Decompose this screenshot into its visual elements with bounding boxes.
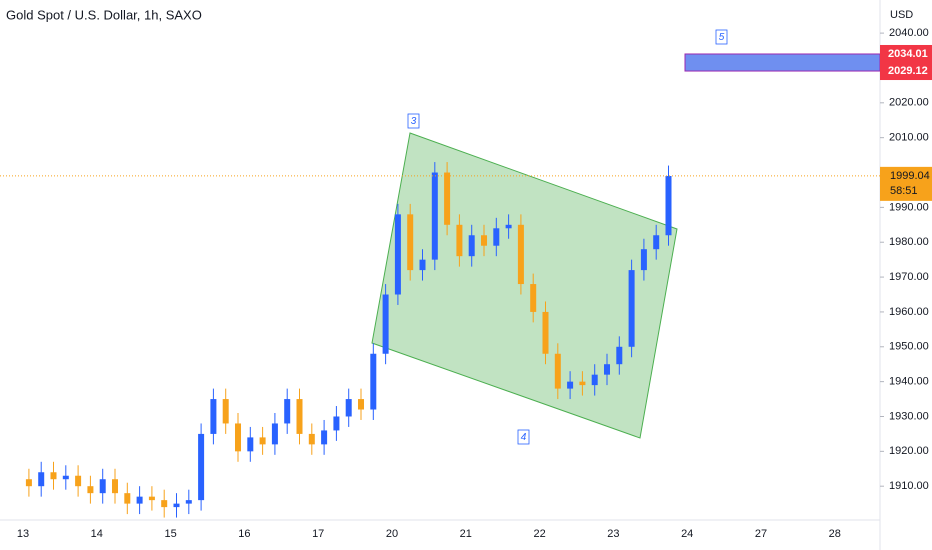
candle-body	[370, 353, 377, 410]
annotation-label: 4	[521, 432, 527, 443]
y-tick-label: 1940.00	[889, 376, 929, 388]
last-price-badge	[880, 166, 932, 201]
candle-body	[38, 472, 45, 487]
candle-body	[99, 479, 106, 494]
candle-body	[284, 399, 291, 424]
candle-body	[358, 399, 365, 410]
x-tick-label: 14	[91, 528, 103, 540]
candle-body	[198, 433, 205, 501]
candle-body	[505, 224, 512, 229]
annotation: 4	[517, 429, 530, 445]
y-tick-label: 1950.00	[889, 341, 929, 353]
candle-body	[124, 493, 131, 504]
x-tick-label: 13	[17, 528, 29, 540]
candle-body	[444, 172, 451, 225]
candle-body	[456, 224, 463, 257]
last-price-label: 1999.04	[890, 170, 930, 182]
candle-body	[616, 346, 623, 365]
candle-body	[296, 399, 303, 434]
candle-body	[640, 249, 647, 271]
candle-body	[567, 381, 574, 389]
countdown-label: 58:51	[890, 185, 918, 197]
candle-body	[333, 416, 340, 431]
annotation: 3	[407, 113, 420, 129]
x-tick-label: 22	[533, 528, 545, 540]
candle-body	[653, 235, 660, 250]
candle-body	[394, 214, 401, 295]
candle-body	[87, 486, 94, 494]
candle-body	[308, 433, 315, 445]
candle-body	[591, 374, 598, 386]
candle-body	[481, 235, 488, 246]
candle-body	[345, 399, 352, 417]
x-tick-label: 24	[681, 528, 693, 540]
candle-body	[542, 311, 549, 354]
zone	[684, 53, 881, 72]
y-tick-label: 1910.00	[889, 480, 929, 492]
y-tick-label: 1920.00	[889, 445, 929, 457]
y-tick-label: 1930.00	[889, 410, 929, 422]
y-tick-label: 1990.00	[889, 201, 929, 213]
y-tick-label: 1960.00	[889, 306, 929, 318]
x-tick-label: 20	[386, 528, 398, 540]
y-tick-label: 1980.00	[889, 236, 929, 248]
candle-body	[517, 224, 524, 285]
zone-bottom-label: 2029.12	[888, 65, 928, 77]
y-tick-label: 2040.00	[889, 27, 929, 39]
candle-body	[235, 423, 242, 452]
annotation: 5	[715, 29, 728, 45]
x-tick-label: 28	[829, 528, 841, 540]
candle-body	[173, 503, 180, 508]
candle-body	[75, 475, 82, 487]
candle-body	[628, 270, 635, 347]
candle-body	[112, 479, 119, 494]
candle-body	[431, 172, 438, 260]
zone-top-badge	[880, 44, 932, 63]
candle-body	[247, 437, 254, 452]
candle-body	[579, 381, 586, 386]
chart-title: Gold Spot / U.S. Dollar, 1h, SAXO	[6, 7, 202, 22]
candle-body	[554, 353, 561, 389]
candle-body	[185, 500, 192, 504]
x-tick-label: 21	[460, 528, 472, 540]
candle-body	[419, 259, 426, 271]
candle-body	[382, 294, 389, 354]
candle-body	[148, 496, 155, 501]
x-tick-label: 23	[607, 528, 619, 540]
candle-body	[161, 500, 168, 508]
zone-bottom-badge	[880, 62, 932, 81]
candle-body	[604, 364, 611, 375]
annotation-label: 5	[719, 32, 725, 43]
candle-body	[468, 235, 475, 257]
y-axis-label: USD	[890, 9, 913, 21]
candle-body	[62, 475, 69, 480]
candle-body	[665, 176, 672, 236]
candle-body	[493, 228, 500, 246]
candle-body	[210, 399, 217, 434]
y-tick-label: 2020.00	[889, 97, 929, 109]
candle-body	[530, 284, 537, 312]
x-tick-label: 17	[312, 528, 324, 540]
x-tick-label: 27	[755, 528, 767, 540]
candle-body	[321, 430, 328, 445]
candle-body	[271, 423, 278, 445]
candle-body	[407, 214, 414, 271]
candle-body	[259, 437, 266, 445]
zone-top-label: 2034.01	[888, 48, 928, 60]
y-tick-label: 2010.00	[889, 132, 929, 144]
x-tick-label: 15	[164, 528, 176, 540]
candle-body	[222, 399, 229, 424]
candle-body	[136, 496, 143, 504]
y-tick-label: 1970.00	[889, 271, 929, 283]
candle-body	[50, 472, 57, 480]
candle-body	[25, 479, 32, 487]
annotation-label: 3	[411, 116, 417, 127]
x-tick-label: 16	[238, 528, 250, 540]
